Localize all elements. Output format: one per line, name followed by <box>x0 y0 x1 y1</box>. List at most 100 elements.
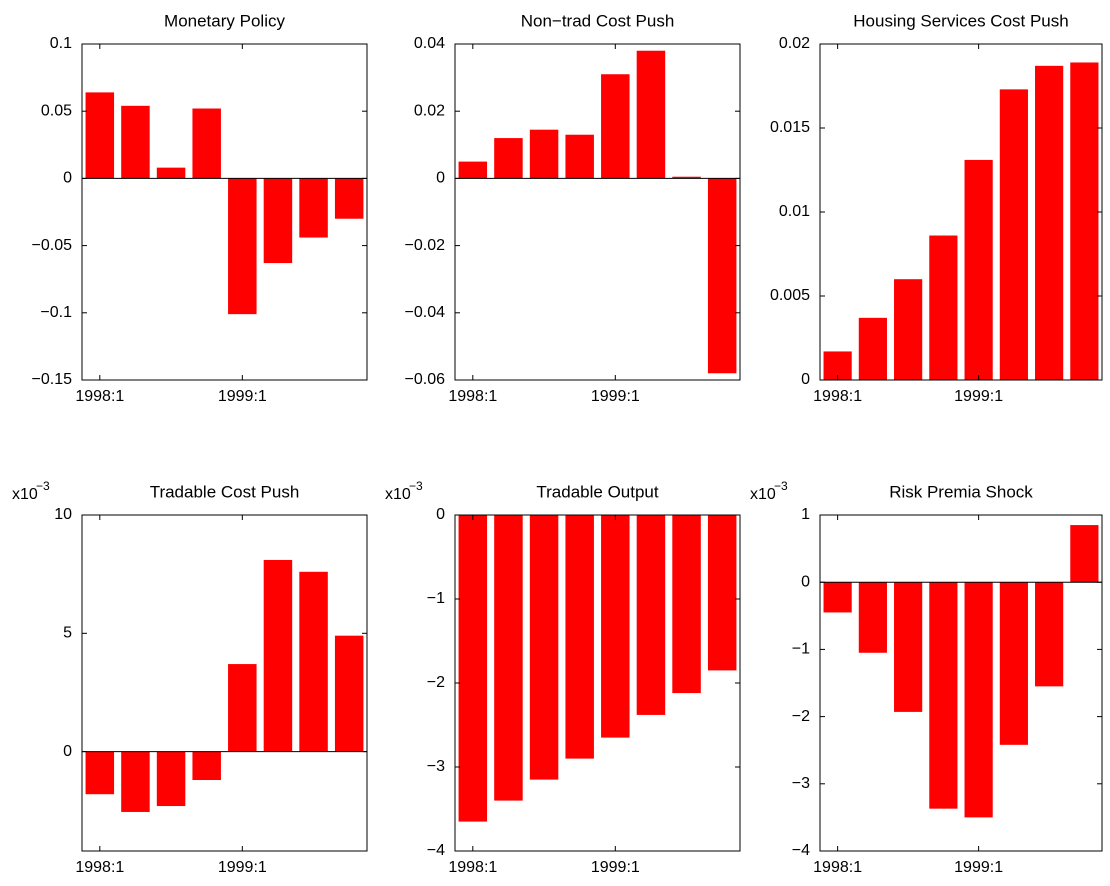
y-tick-label: −2 <box>792 708 810 725</box>
axes-box <box>81 514 368 852</box>
y-tick-label: 0 <box>63 743 72 760</box>
x-tick-label: 1999:1 <box>218 859 267 876</box>
y-tick-label: −0.04 <box>405 304 446 321</box>
y-tick-label: −1 <box>427 590 445 607</box>
bar <box>964 159 993 380</box>
bar <box>999 89 1028 381</box>
bar <box>1070 62 1099 380</box>
x-tick-label: 1998:1 <box>448 859 497 876</box>
x-tick-label: 1999:1 <box>591 388 640 405</box>
bar <box>228 664 257 752</box>
y-multiplier: x10 <box>750 486 776 503</box>
y-tick-label: 0 <box>801 573 810 590</box>
bar <box>299 571 328 752</box>
bar <box>565 515 594 759</box>
y-tick-label: 0.01 <box>779 203 810 220</box>
bar <box>964 582 993 818</box>
chart-title: Risk Premia Shock <box>889 482 1033 501</box>
y-tick-label: −4 <box>792 842 810 859</box>
chart-title: Tradable Output <box>536 482 658 501</box>
y-tick-label: 0.02 <box>779 35 810 52</box>
bar <box>858 317 887 380</box>
y-tick-label: −2 <box>427 674 445 691</box>
y-tick-label: −1 <box>792 641 810 658</box>
axes-box <box>81 43 368 381</box>
y-tick-label: 1 <box>801 506 810 523</box>
y-tick-label: −0.1 <box>40 304 72 321</box>
y-tick-label: −3 <box>427 758 445 775</box>
bar <box>636 50 666 179</box>
bar <box>494 138 523 179</box>
y-multiplier: x10 <box>385 486 411 503</box>
chart-title: Monetary Policy <box>164 11 285 30</box>
bar <box>85 751 115 795</box>
bar <box>458 161 488 179</box>
bar <box>228 178 257 315</box>
bar <box>156 751 186 807</box>
bar <box>636 515 666 715</box>
bar <box>121 751 150 812</box>
y-multiplier-exponent: −3 <box>774 479 788 493</box>
bar <box>707 515 737 671</box>
y-tick-label: −0.05 <box>32 237 73 254</box>
x-tick-label: 1998:1 <box>75 859 124 876</box>
y-tick-label: −0.02 <box>405 237 446 254</box>
bar <box>1035 582 1064 687</box>
y-tick-label: 0.02 <box>414 102 445 119</box>
bar <box>999 582 1028 745</box>
bar <box>263 559 293 752</box>
x-tick-label: 1998:1 <box>448 388 497 405</box>
y-tick-label: 0.1 <box>50 35 72 52</box>
bar <box>529 515 559 780</box>
bar <box>601 515 630 738</box>
x-tick-label: 1999:1 <box>591 859 640 876</box>
chart-title: Housing Services Cost Push <box>853 11 1068 30</box>
y-tick-label: −3 <box>792 775 810 792</box>
bar <box>334 178 364 219</box>
axes-box <box>819 514 1103 852</box>
bar <box>565 134 594 179</box>
bar <box>894 582 923 712</box>
axes-box <box>454 43 741 381</box>
chart-title: Tradable Cost Push <box>150 482 300 501</box>
x-tick-label: 1998:1 <box>813 388 862 405</box>
bar <box>929 235 958 380</box>
bar <box>299 178 328 238</box>
x-tick-label: 1998:1 <box>813 859 862 876</box>
y-multiplier-exponent: −3 <box>409 479 423 493</box>
x-tick-label: 1999:1 <box>954 859 1003 876</box>
bar <box>192 108 221 179</box>
bar <box>858 582 887 653</box>
y-multiplier-exponent: −3 <box>36 479 50 493</box>
y-tick-label: 0.04 <box>414 35 445 52</box>
bar <box>1035 65 1064 380</box>
y-tick-label: 0.015 <box>770 119 810 136</box>
y-tick-label: 0 <box>63 170 72 187</box>
x-tick-label: 1998:1 <box>75 388 124 405</box>
chart-title: Non−trad Cost Push <box>521 11 675 30</box>
y-tick-label: −0.06 <box>405 371 446 388</box>
bar <box>823 582 852 613</box>
bar <box>156 167 186 179</box>
bar <box>85 92 115 179</box>
bar <box>121 105 150 179</box>
x-tick-label: 1999:1 <box>218 388 267 405</box>
bar <box>192 751 221 781</box>
y-tick-label: 10 <box>54 506 72 523</box>
y-tick-label: 0 <box>801 371 810 388</box>
bar <box>334 635 364 752</box>
bar <box>529 129 559 179</box>
y-tick-label: 0 <box>436 170 445 187</box>
y-tick-label: −0.15 <box>32 371 73 388</box>
bar <box>672 176 701 179</box>
y-tick-label: 0.05 <box>41 102 72 119</box>
y-tick-label: 5 <box>63 625 72 642</box>
bar <box>601 74 630 179</box>
bar <box>263 178 293 264</box>
bar <box>494 515 523 801</box>
bar <box>929 582 958 809</box>
bar <box>458 515 488 822</box>
y-tick-label: 0.005 <box>770 287 810 304</box>
